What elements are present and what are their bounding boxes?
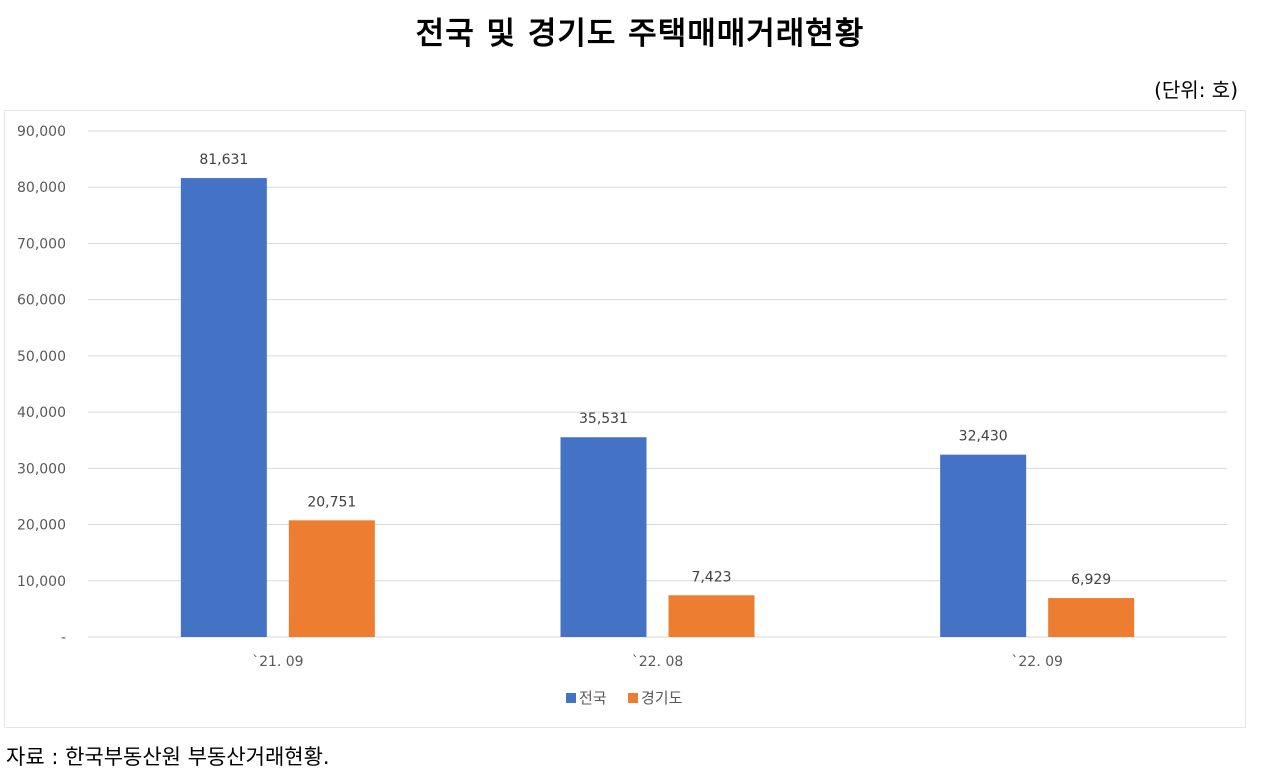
y-tick-label: 30,000 — [17, 461, 66, 477]
legend-swatch — [566, 693, 576, 703]
bar — [288, 520, 375, 637]
data-label: 35,531 — [579, 411, 628, 427]
bar — [180, 178, 267, 638]
data-label: 20,751 — [307, 494, 356, 510]
x-tick-label: `22. 08 — [632, 654, 684, 670]
y-tick-label: 50,000 — [17, 349, 66, 365]
legend-label: 전국 — [579, 689, 607, 707]
chart-area — [4, 110, 1246, 728]
data-label: 32,430 — [959, 429, 1008, 445]
bar — [668, 595, 755, 637]
x-tick-label: `22. 09 — [1011, 654, 1063, 670]
y-tick-label: 20,000 — [17, 518, 66, 534]
chart-title: 전국 및 경기도 주택매매거래현황 — [415, 16, 865, 52]
unit-label: (단위: 호) — [1154, 78, 1238, 102]
bar — [940, 454, 1027, 637]
legend-swatch — [628, 693, 638, 703]
y-tick-label: 10,000 — [17, 574, 66, 590]
source-note: 자료 : 한국부동산원 부동산거래현황. — [6, 745, 330, 769]
y-tick-label: 60,000 — [17, 293, 66, 309]
bar — [1048, 598, 1135, 637]
legend-label: 경기도 — [641, 689, 683, 707]
y-tick-label: 70,000 — [17, 236, 66, 252]
y-tick-label: 80,000 — [17, 180, 66, 196]
bar — [560, 437, 647, 637]
y-tick-label: 90,000 — [17, 124, 66, 140]
bar-chart: - 10,000 20,000 30,000 40,000 50,000 60,000 70,… — [17, 124, 1227, 707]
y-tick-label: - — [61, 630, 66, 646]
x-tick-label: `21. 09 — [252, 654, 304, 670]
data-label: 6,929 — [1071, 572, 1111, 588]
data-label: 7,423 — [691, 569, 731, 585]
data-label: 81,631 — [199, 152, 248, 168]
y-tick-label: 40,000 — [17, 405, 66, 421]
